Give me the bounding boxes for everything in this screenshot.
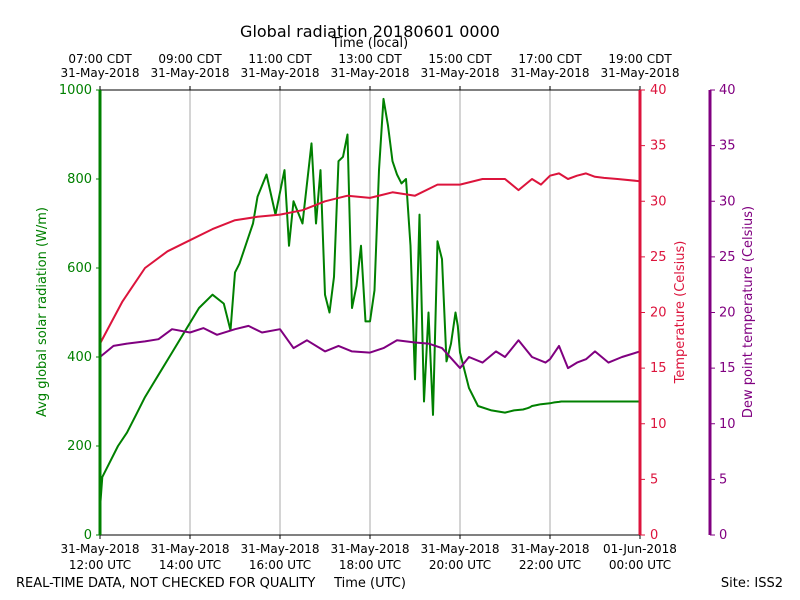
y-tick-label-dewpoint: 15 xyxy=(719,361,736,376)
x-tick-label-time: 00:00 UTC xyxy=(609,558,671,572)
y-tick-label-dewpoint: 25 xyxy=(719,250,736,265)
x2-tick-label-date: 31-May-2018 xyxy=(150,66,229,80)
y-tick-label-temperature: 40 xyxy=(650,83,667,98)
y-tick-label-dewpoint: 0 xyxy=(719,528,727,543)
y-tick-label-temperature: 25 xyxy=(650,250,667,265)
x-tick-label-time: 22:00 UTC xyxy=(519,558,581,572)
y-tick-label-temperature: 35 xyxy=(650,139,667,154)
y-tick-label-radiation: 200 xyxy=(67,439,92,454)
x-axis-label: Time (UTC) xyxy=(333,576,406,591)
x2-tick-label-date: 31-May-2018 xyxy=(330,66,409,80)
x2-tick-label-time: 11:00 CDT xyxy=(248,52,312,66)
site-label: Site: ISS2 xyxy=(721,576,783,591)
x-tick-label-date: 31-May-2018 xyxy=(60,542,139,556)
x2-tick-label-time: 13:00 CDT xyxy=(338,52,402,66)
x-tick-label-time: 12:00 UTC xyxy=(69,558,131,572)
y-tick-label-radiation: 600 xyxy=(67,261,92,276)
y-tick-label-temperature: 20 xyxy=(650,306,667,321)
x2-tick-label-time: 07:00 CDT xyxy=(68,52,132,66)
x-tick-label-time: 20:00 UTC xyxy=(429,558,491,572)
x-tick-label-date: 31-May-2018 xyxy=(510,542,589,556)
series-line-dewpoint xyxy=(99,324,641,370)
y-tick-label-radiation: 800 xyxy=(67,172,92,187)
y-tick-label-dewpoint: 30 xyxy=(719,194,736,209)
x-tick-label-date: 01-Jun-2018 xyxy=(603,542,677,556)
x-tick-label-time: 14:00 UTC xyxy=(159,558,221,572)
x2-tick-label-time: 17:00 CDT xyxy=(518,52,582,66)
y-tick-label-dewpoint: 20 xyxy=(719,306,736,321)
y-tick-label-temperature: 0 xyxy=(650,528,658,543)
y-tick-label-temperature: 5 xyxy=(650,472,658,487)
x2-tick-label-time: 09:00 CDT xyxy=(158,52,222,66)
x2-tick-label-date: 31-May-2018 xyxy=(420,66,499,80)
x-tick-label-date: 31-May-2018 xyxy=(420,542,499,556)
top-axis-label: Time (local) xyxy=(331,36,408,51)
quality-note: REAL-TIME DATA, NOT CHECKED FOR QUALITY xyxy=(16,576,315,591)
gridlines xyxy=(189,90,551,535)
y-tick-label-dewpoint: 10 xyxy=(719,417,736,432)
x2-tick-label-time: 19:00 CDT xyxy=(608,52,672,66)
series-line-temperature xyxy=(99,172,641,345)
y-tick-label-temperature: 15 xyxy=(650,361,667,376)
y-axis-label-dewpoint: Dew point temperature (Celsius) xyxy=(741,206,756,418)
chart-title: Global radiation 20180601 0000 xyxy=(240,22,500,41)
x-tick-label-date: 31-May-2018 xyxy=(240,542,319,556)
x2-tick-label-time: 15:00 CDT xyxy=(428,52,492,66)
y-axis-label-temperature: Temperature (Celsius) xyxy=(673,241,688,385)
y-tick-label-temperature: 10 xyxy=(650,417,667,432)
y-tick-label-dewpoint: 40 xyxy=(719,83,736,98)
x2-tick-label-date: 31-May-2018 xyxy=(600,66,679,80)
y-tick-label-dewpoint: 35 xyxy=(719,139,736,154)
y-tick-label-dewpoint: 5 xyxy=(719,472,727,487)
y-tick-label-radiation: 400 xyxy=(67,350,92,365)
y-tick-label-radiation: 0 xyxy=(84,528,92,543)
x-tick-label-date: 31-May-2018 xyxy=(330,542,409,556)
y-tick-label-temperature: 30 xyxy=(650,194,667,209)
x-tick-label-date: 31-May-2018 xyxy=(150,542,229,556)
axes-layer: 31-May-2018 12:00 UTC 31-May-2018 14:00 UTC… xyxy=(59,52,736,572)
x-tick-label-time: 16:00 UTC xyxy=(249,558,311,572)
y-tick-label-radiation: 1000 xyxy=(59,83,92,98)
series-line-radiation xyxy=(99,97,640,509)
x2-tick-label-date: 31-May-2018 xyxy=(60,66,139,80)
x-tick-label-time: 18:00 UTC xyxy=(339,558,401,572)
series-layer xyxy=(99,97,641,509)
x2-tick-label-date: 31-May-2018 xyxy=(240,66,319,80)
x2-tick-label-date: 31-May-2018 xyxy=(510,66,589,80)
y-axis-label-radiation: Avg global solar radiation (W/m) xyxy=(35,207,50,417)
